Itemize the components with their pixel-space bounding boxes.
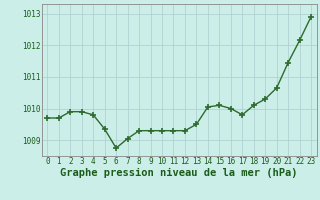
X-axis label: Graphe pression niveau de la mer (hPa): Graphe pression niveau de la mer (hPa) (60, 168, 298, 178)
